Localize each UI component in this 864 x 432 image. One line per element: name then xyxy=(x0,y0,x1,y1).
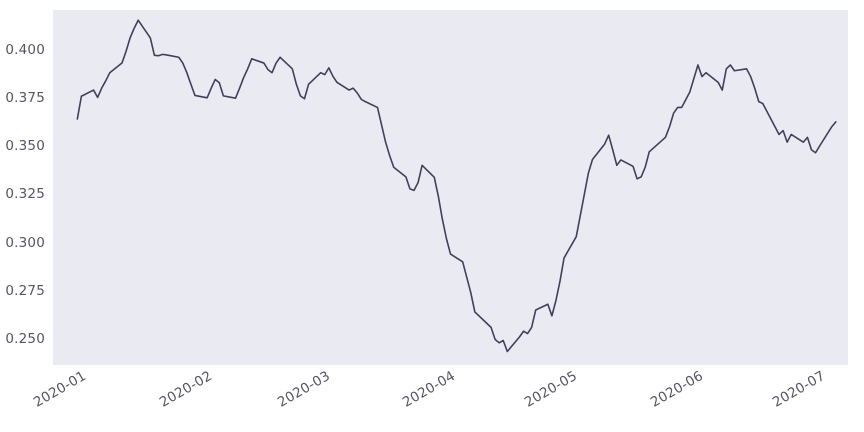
y-axis-tick-label: 0.275 xyxy=(5,282,45,299)
plot-area xyxy=(53,10,848,365)
x-axis-tick-label: 2020-04 xyxy=(400,368,459,411)
y-axis-tick-label: 0.375 xyxy=(5,89,45,106)
x-axis-tick-label: 2020-05 xyxy=(522,368,581,411)
x-axis-tick-label: 2020-02 xyxy=(156,368,215,411)
y-axis-tick-label: 0.325 xyxy=(5,186,45,203)
line-series-svg xyxy=(76,19,837,353)
x-axis-tick-label: 2020-01 xyxy=(31,368,90,411)
x-axis-tick-labels: 2020-01 2020-02 2020-03 2020-04 2020-05 2020-… xyxy=(31,368,848,432)
y-axis-tick-labels: 0.250 0.275 0.300 0.325 0.350 0.375 0.400 xyxy=(0,10,45,365)
y-axis-tick-label: 0.250 xyxy=(5,331,45,347)
x-axis-tick-label: 2020-03 xyxy=(274,368,333,411)
y-axis-tick-label: 0.350 xyxy=(5,138,45,154)
x-axis-tick-label: 2020-07 xyxy=(769,368,828,411)
y-axis-tick-label: 0.300 xyxy=(5,234,45,251)
line-series-path xyxy=(76,19,837,353)
x-axis-tick-label: 2020-06 xyxy=(647,368,706,411)
y-axis-tick-label: 0.400 xyxy=(5,41,45,58)
